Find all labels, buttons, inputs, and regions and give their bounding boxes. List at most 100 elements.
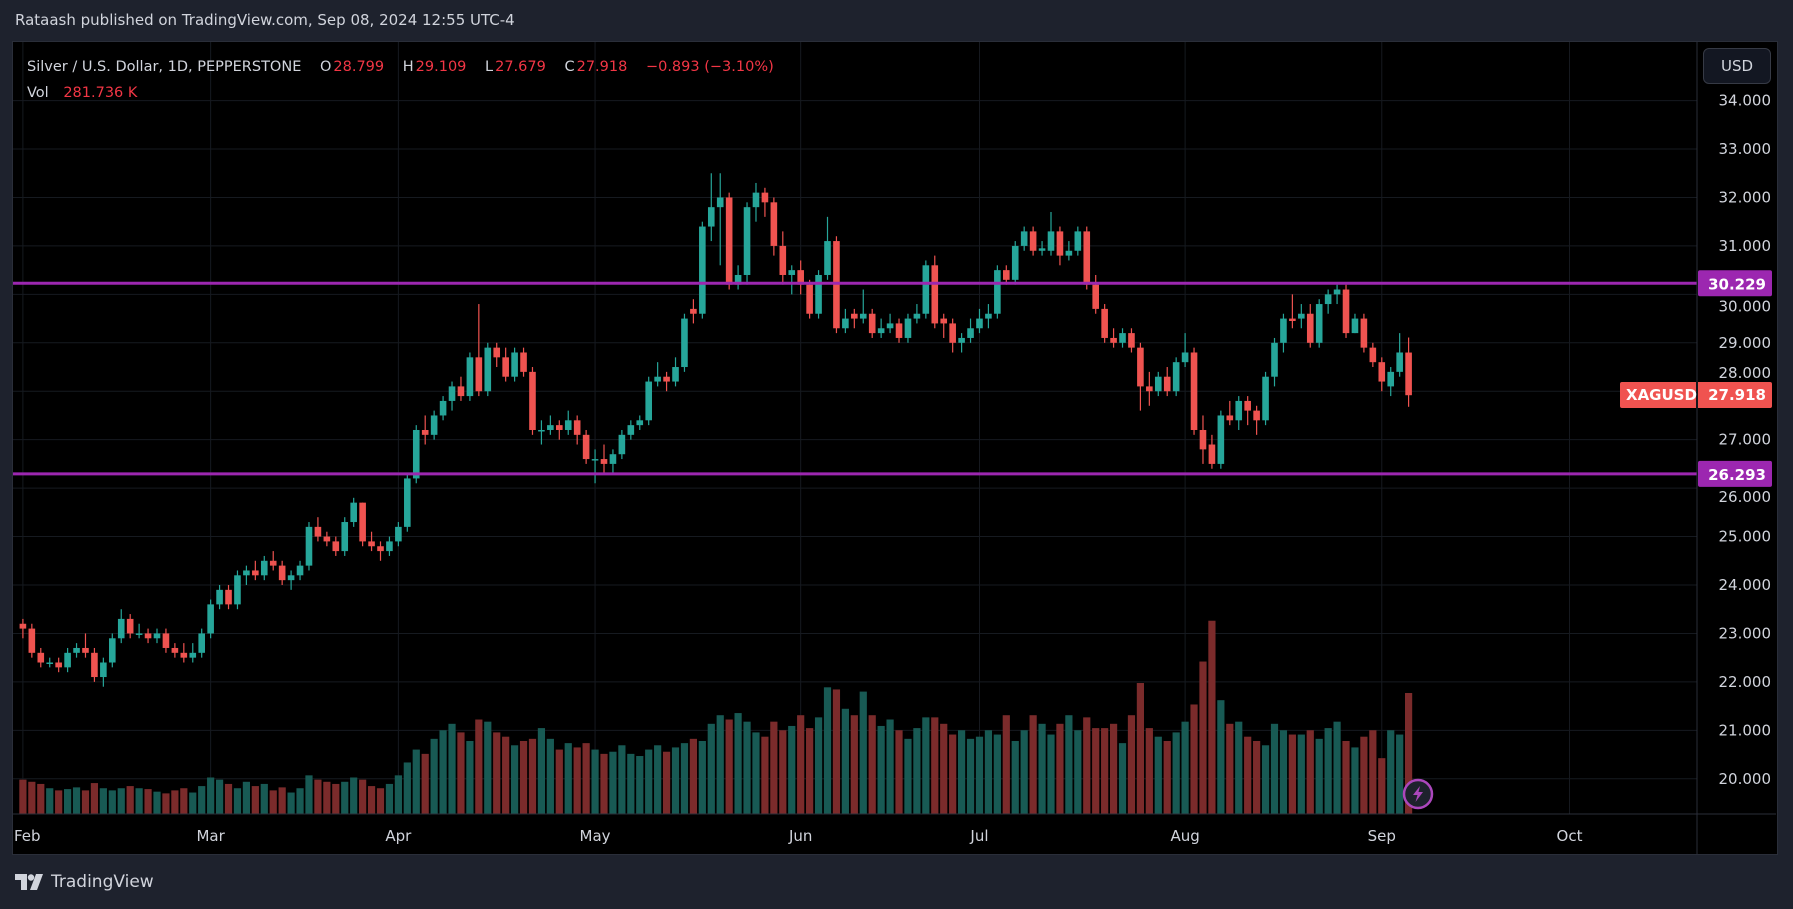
price-tick-label: 28.000	[1719, 364, 1772, 382]
volume-bar	[573, 747, 581, 814]
volume-bar	[716, 715, 724, 814]
volume-bar	[207, 777, 215, 814]
price-tick-label: 23.000	[1719, 624, 1772, 642]
candle-body	[171, 647, 179, 653]
candle-body	[922, 265, 930, 314]
volume-bar	[305, 775, 313, 814]
volume-bar	[1163, 740, 1171, 814]
time-tick-label: May	[580, 827, 611, 845]
price-tick-label: 25.000	[1719, 528, 1772, 546]
time-tick-label: Sep	[1368, 827, 1396, 845]
volume-bar	[1118, 743, 1127, 814]
volume-bar	[323, 781, 331, 814]
volume-bar	[993, 734, 1001, 814]
candle-body	[511, 352, 518, 377]
volume-bar	[1270, 723, 1279, 814]
horizontal-levels[interactable]	[13, 281, 1697, 476]
volume-bar	[931, 717, 939, 814]
volume-bar	[654, 745, 662, 814]
volume-bar	[975, 736, 984, 814]
candle-body	[243, 570, 250, 576]
candle-body	[663, 376, 670, 382]
volume-bar	[1315, 738, 1323, 814]
symbol-title[interactable]: Silver / U.S. Dollar, 1D, PEPPERSTONE	[27, 59, 302, 75]
price-tick-label: 20.000	[1719, 770, 1772, 788]
volume-bar	[99, 788, 107, 814]
level-price-label: 26.293	[1708, 466, 1766, 484]
candle-body	[824, 241, 831, 275]
volume-bar	[779, 730, 787, 814]
currency-button[interactable]: USD	[1703, 48, 1771, 84]
candle-body	[752, 192, 760, 208]
candle-body	[1217, 415, 1225, 464]
volume-bar	[1324, 728, 1332, 814]
candle-body	[64, 652, 71, 668]
volume-bar	[788, 725, 796, 814]
candle-body	[582, 434, 590, 460]
candle-body	[269, 560, 277, 566]
volume-bar	[1092, 728, 1100, 814]
candle-body	[1101, 308, 1108, 338]
volume-bar	[421, 753, 429, 814]
volume-bar	[636, 756, 644, 814]
volume-bar	[189, 792, 197, 814]
volume-bar	[278, 787, 286, 814]
volume-bar	[886, 719, 894, 814]
candle-body	[296, 565, 304, 576]
volume-bar	[627, 753, 635, 814]
candle-body	[1235, 400, 1243, 421]
candle-body	[395, 526, 402, 542]
price-tick-label: 33.000	[1719, 140, 1772, 158]
volume-bar	[725, 719, 733, 814]
price-tick-label: 21.000	[1719, 721, 1772, 739]
candle-body	[779, 245, 787, 275]
candle-body	[1038, 248, 1046, 251]
candle-body	[189, 652, 197, 658]
candle-body	[967, 328, 974, 338]
volume-bar	[1020, 730, 1028, 814]
tradingview-logo[interactable]: TradingView	[15, 872, 154, 892]
volume-bar	[797, 715, 805, 814]
time-axis[interactable]: Feb Mar Apr May Jun Jul Aug Sep Oct	[14, 827, 1583, 845]
volume-bar	[645, 749, 653, 814]
candle-body	[1083, 231, 1091, 285]
candle-body	[439, 400, 447, 416]
volume-bar	[314, 779, 322, 814]
price-axis[interactable]: 34.000 33.000 32.000 31.000 30.000 29.000 28.0…	[1719, 92, 1772, 788]
volume-bar	[949, 734, 957, 814]
chart-panel[interactable]	[12, 41, 1778, 855]
candle-body	[1360, 318, 1368, 348]
volume-bar	[877, 725, 885, 814]
candle-body	[493, 347, 501, 358]
candle-body	[430, 415, 438, 435]
candle-body	[976, 318, 983, 329]
volume-bar	[940, 723, 948, 814]
candle-body	[1056, 231, 1064, 256]
volume-bar	[609, 751, 617, 814]
publisher-line: Rataash published on TradingView.com, Se…	[15, 11, 515, 29]
volume-bar	[502, 736, 510, 814]
volume-bar	[1351, 747, 1359, 814]
candle-body	[377, 546, 384, 552]
volume-bar	[806, 728, 814, 814]
volume-bar	[1378, 758, 1386, 814]
candle-body	[1163, 376, 1171, 392]
candle-body	[654, 376, 661, 382]
volume-bar	[582, 743, 590, 814]
candle-body	[636, 420, 644, 426]
lightning-icon[interactable]	[1402, 778, 1434, 810]
candle-body	[672, 367, 679, 382]
volume-bar	[707, 723, 715, 814]
volume-bar	[475, 719, 483, 814]
candle-body	[895, 323, 903, 338]
volume-bar	[81, 790, 90, 814]
candle-body	[332, 541, 340, 552]
candle-body	[994, 270, 1001, 314]
candle-body	[1128, 333, 1135, 348]
level-price-badge	[1698, 460, 1772, 487]
volume-bar	[904, 738, 912, 814]
candle-body	[1146, 386, 1153, 392]
volume-bar	[1145, 728, 1153, 814]
